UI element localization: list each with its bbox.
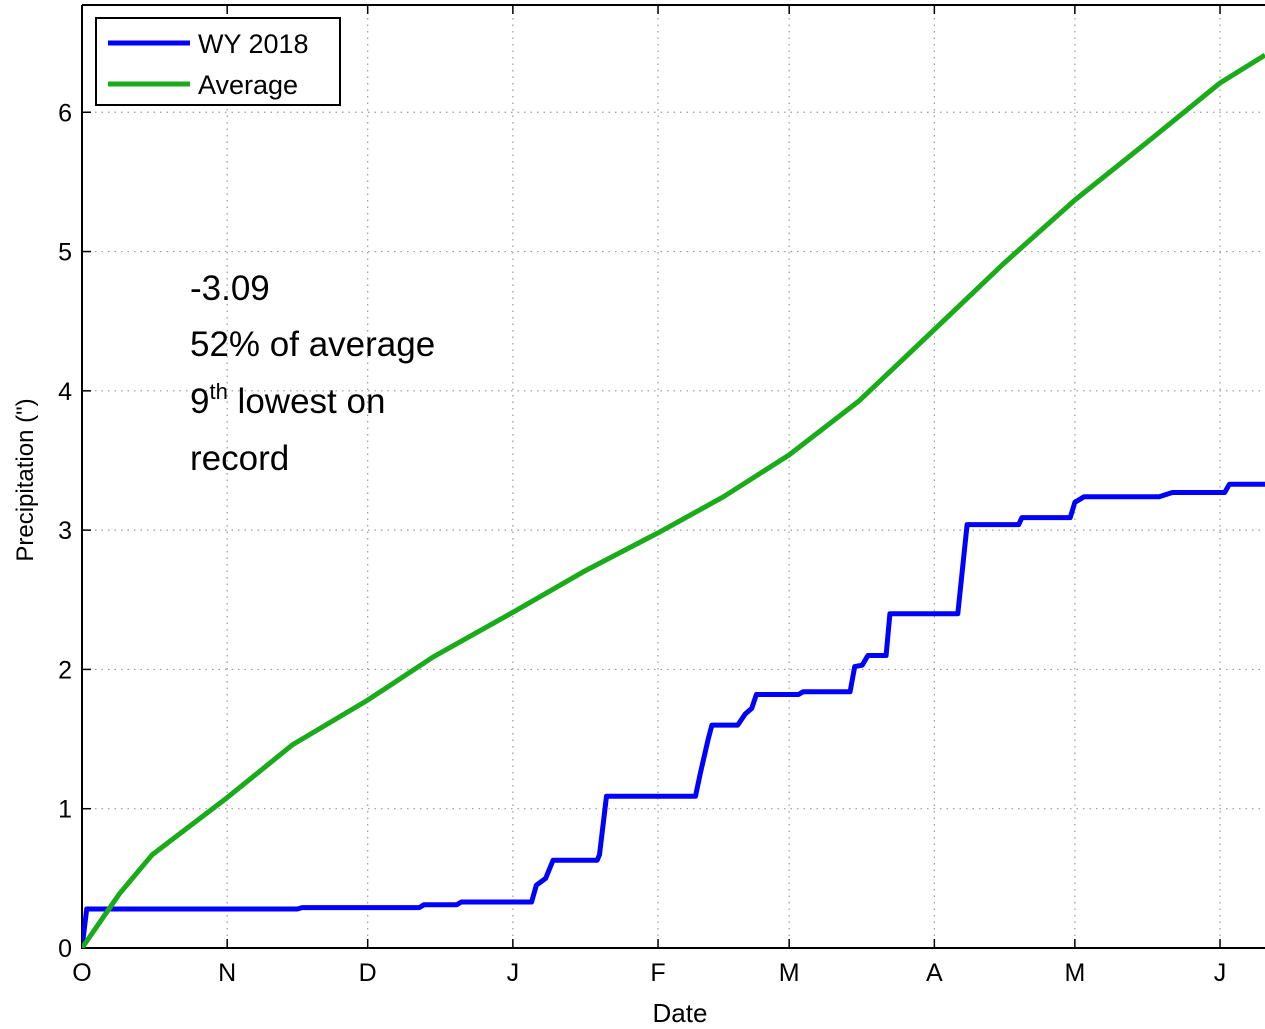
y-tick-label: 0 (58, 935, 72, 963)
x-tick-label: N (218, 959, 236, 987)
y-tick-label: 5 (58, 239, 72, 267)
series-line (82, 52, 1265, 948)
y-tick-label: 3 (58, 517, 72, 545)
series-line (82, 481, 1265, 948)
y-tick-label: 6 (58, 99, 72, 127)
y-tick-label: 4 (58, 378, 72, 406)
x-tick-label: F (650, 959, 665, 987)
legend-label: Average (198, 70, 298, 100)
x-tick-label: J (507, 959, 520, 987)
x-tick-label: M (1064, 959, 1085, 987)
legend-label: WY 2018 (198, 29, 309, 59)
x-axis-label: Date (653, 998, 708, 1028)
x-tick-label: A (926, 959, 943, 987)
annotation-superscript: th (209, 379, 227, 404)
x-tick-label: O (72, 959, 91, 987)
y-tick-label: 1 (58, 796, 72, 824)
annotation-text: 9 (190, 382, 209, 421)
annotation-text: record (190, 439, 289, 478)
annotation-text: lowest on (228, 382, 386, 421)
x-tick-label: D (359, 959, 377, 987)
annotation-text: -3.09 (190, 269, 270, 308)
x-tick-label: M (779, 959, 800, 987)
plot-area (82, 52, 1265, 948)
legend-box (95, 17, 341, 106)
annotation-text: 52% of average (190, 325, 435, 364)
y-tick-label: 2 (58, 656, 72, 684)
x-tick-label: J (1214, 959, 1227, 987)
y-axis-label: Precipitation (") (12, 398, 39, 561)
annotation-text: 9th lowest on (190, 379, 385, 421)
